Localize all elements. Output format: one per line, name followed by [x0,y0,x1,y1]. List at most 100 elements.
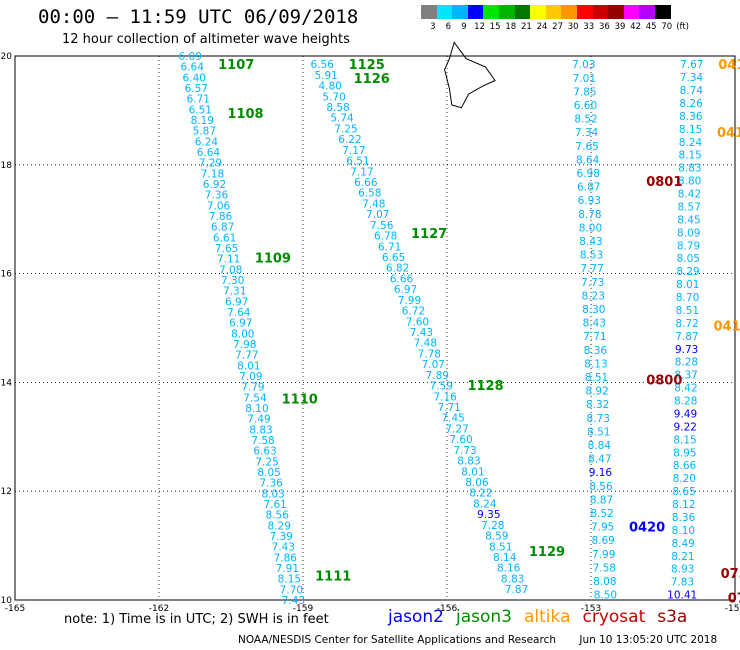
wave-height-value: 7.71 [583,331,606,343]
satellite-legend-altika: altika [524,607,571,627]
hawaii-island-outline [444,41,496,109]
wave-height-value: 7.17 [342,145,365,157]
wave-height-value: 7.29 [199,158,222,170]
color-swatch [436,5,453,19]
map-subtitle: 12 hour collection of altimeter wave hei… [62,32,350,47]
wave-height-value: 8.01 [237,360,260,372]
wave-height-value: 6.97 [394,284,417,296]
wave-height-value: 6.64 [181,62,205,74]
wave-height-value: 6.66 [354,177,378,189]
wave-height-value: 7.98 [233,339,256,351]
color-scale-label: 15 [489,22,501,32]
wave-height-value: 7.27 [445,423,468,435]
wave-height-value: 6.40 [183,72,206,84]
units-note: note: 1) Time is in UTC; 2) SWH is in fe… [64,612,329,627]
wave-height-value: 8.51 [585,372,608,384]
wave-height-value: 8.03 [261,488,284,500]
wave-height-value: 7.87 [505,584,528,596]
pass-time-label: 1126 [354,72,390,87]
color-swatch [592,5,609,19]
wave-height-value: 8.57 [678,201,701,213]
wave-height-value: 8.10 [245,403,268,415]
wave-height-value: 8.26 [679,98,703,110]
wave-height-value: 6.65 [382,252,405,264]
color-scale-label: 30 [567,22,579,32]
pass-time-label: 1110 [282,393,318,408]
color-swatch [530,5,546,19]
wave-height-value: 7.89 [426,370,449,382]
wave-height-value: 7.79 [241,382,264,394]
wave-height-value: 8.50 [594,590,617,602]
color-scale-label: 6 [445,22,452,32]
wave-height-value: 9.22 [674,421,697,433]
color-scale-label: 39 [614,22,626,32]
wave-height-value: 6.24 [195,136,219,148]
pass-time-label: 0418 [717,126,740,141]
wave-height-value: 7.61 [263,499,286,511]
wave-height-value: 4.80 [318,81,341,93]
wave-height-value: 7.87 [675,331,698,343]
wave-height-value: 8.83 [249,424,272,436]
satellite-legend-cryosat: cryosat [582,607,646,627]
x-tick-label: -165 [5,604,25,614]
wave-height-value: 8.42 [678,189,701,201]
wave-height-value: 8.12 [672,499,695,511]
pass-time-label: 0801 [646,175,682,190]
wave-height-value: 7.43 [282,595,305,607]
wave-height-value: 8.22 [469,488,492,500]
wave-height-value: 8.64 [576,154,600,166]
color-swatch [467,5,484,19]
wave-height-value: 8.09 [677,227,700,239]
wave-height-value: 8.74 [680,85,704,97]
wave-height-value: 6.71 [378,241,401,253]
wave-height-value: 7.77 [235,350,258,362]
color-scale-unit: (ft) [676,22,689,32]
satellite-legend-jason2: jason2 [388,607,444,627]
wave-height-value: 7.60 [449,434,472,446]
map-frame [14,55,736,601]
color-swatch [608,5,624,19]
wave-height-value: 8.05 [257,467,280,479]
y-tick-label: 18 [1,161,13,171]
wave-height-value: 8.29 [676,266,699,278]
wave-height-value: 7.86 [274,552,298,564]
wave-height-value: 7.65 [215,243,238,255]
wave-height-value: 7.58 [593,562,616,574]
y-tick-label: 14 [1,378,13,388]
wave-height-value: 8.92 [585,386,608,398]
wave-height-value: 7.43 [410,327,433,339]
wave-height-value: 6.56 [311,59,335,71]
wave-height-value: 7.09 [239,371,262,383]
x-tick-label: -162 [149,604,169,614]
wave-height-value: 8.47 [588,454,611,466]
wave-height-value: 8.15 [278,574,301,586]
wave-height-value: 8.43 [579,236,602,248]
x-tick-label: -159 [293,604,314,614]
color-scale-label: 18 [505,22,517,32]
wave-height-value: 8.51 [676,305,699,317]
wave-height-value: 7.85 [573,86,596,98]
color-scale-bar [421,5,671,19]
wave-height-value: 8.45 [677,214,700,226]
wave-height-value: 6.51 [189,104,212,116]
color-scale-label: 24 [536,22,548,32]
wave-height-value: 8.95 [673,447,696,459]
wave-height-value: 7.70 [280,584,303,596]
wave-height-value: 8.49 [671,538,694,550]
wave-height-value: 7.99 [592,549,615,561]
wave-height-value: 8.32 [586,399,609,411]
wave-height-value: 7.54 [243,392,267,404]
pass-time-label: 0759 [721,567,740,582]
wave-height-value: 6.66 [390,273,414,285]
wave-height-value: 7.03 [572,59,595,71]
pass-time-label: 0417 [718,58,740,73]
wave-height-value: 8.87 [590,494,613,506]
wave-height-value: 8.52 [574,114,597,126]
wave-height-value: 9.73 [675,344,698,356]
wave-height-value: 7.56 [370,220,394,232]
wave-height-value: 8.72 [675,318,698,330]
wave-height-value: 8.19 [191,115,214,127]
wave-height-value: 8.59 [485,531,508,543]
wave-height-value: 8.15 [673,434,696,446]
wave-height-value: 8.80 [678,176,701,188]
